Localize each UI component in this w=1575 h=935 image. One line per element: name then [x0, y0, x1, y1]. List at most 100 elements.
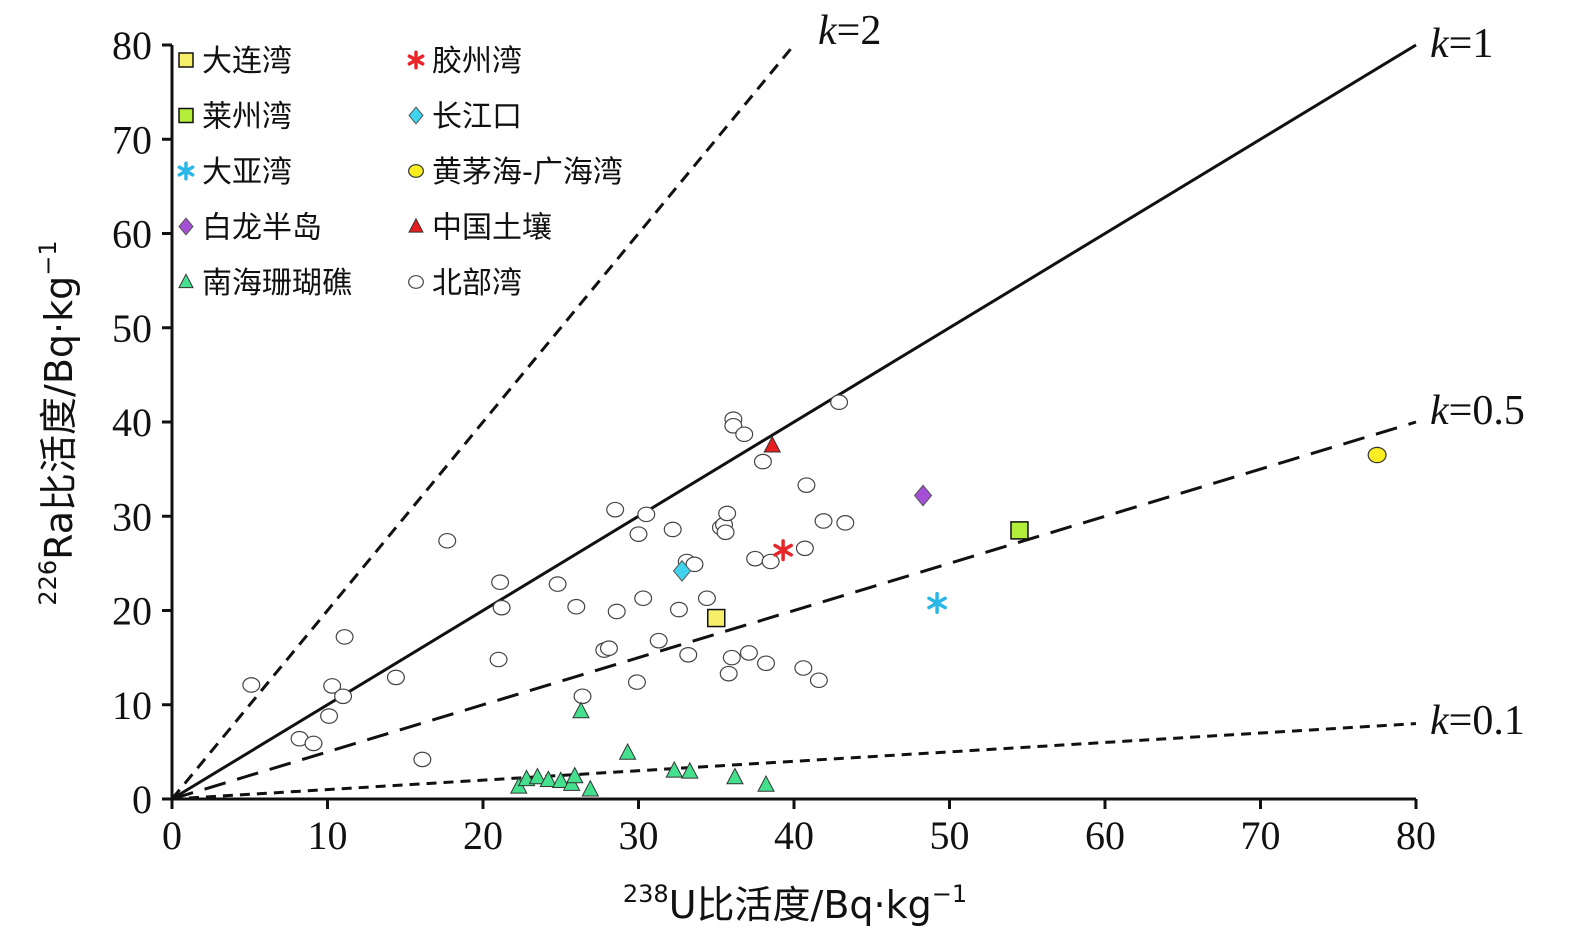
data-point [242, 677, 261, 693]
y-tick-label: 60 [112, 212, 152, 257]
data-point [323, 678, 342, 694]
data-point [679, 646, 698, 663]
reference-line-k-2 [170, 44, 796, 800]
data-point [669, 601, 688, 618]
data-point [735, 426, 754, 443]
k-symbol: k [818, 8, 838, 54]
legend-label: 白龙半岛 [202, 211, 322, 246]
y-tick-label: 10 [112, 683, 152, 728]
x-tick-label: 10 [308, 813, 348, 858]
legend-label: 大亚湾 [202, 155, 292, 190]
data-point [739, 645, 758, 661]
data-point [707, 608, 726, 628]
legend-item: 白龙半岛 [178, 211, 322, 246]
legend-marker [178, 217, 194, 236]
y-axis-title: 226Ra比活度/Bq·kg−1 [34, 240, 81, 605]
legend-label: 莱州湾 [202, 100, 292, 135]
y-tick-label: 70 [112, 117, 152, 162]
data-point [572, 701, 590, 719]
y-axis-ticks: 0 10 20 30 40 50 60 70 80 [112, 23, 172, 822]
legend-marker [408, 106, 424, 125]
y-axis-title-sup: 226 [34, 560, 62, 606]
legend-marker [178, 273, 194, 289]
data-point [1010, 521, 1029, 540]
legend-marker [178, 107, 194, 124]
asterisk-stroke [407, 54, 425, 66]
x-axis-title-sup: 238 [623, 880, 669, 908]
k-symbol: k [1430, 388, 1450, 434]
data-point [627, 674, 646, 690]
data-point [528, 767, 547, 785]
data-point [320, 708, 339, 724]
data-point [618, 742, 637, 760]
legend-item: 胶州湾 [407, 44, 522, 79]
data-point [746, 550, 765, 567]
data-point [573, 688, 592, 705]
data-point [797, 477, 816, 493]
data-point [1367, 446, 1387, 464]
reference-line-label-k-0-1: k=0.1 [1430, 698, 1525, 744]
legend-item: 长江口 [408, 100, 522, 135]
data-point [757, 774, 775, 792]
data-point [334, 688, 353, 705]
data-point [718, 505, 737, 522]
data-point [663, 521, 682, 538]
y-tick-label: 50 [112, 306, 152, 351]
data-point [726, 767, 744, 785]
legend-marker [408, 275, 424, 289]
x-tick-label: 60 [1085, 813, 1125, 858]
data-point [637, 506, 656, 523]
data-point [492, 599, 511, 616]
data-point [304, 735, 323, 752]
legend-item: 黄茅海-广海湾 [408, 155, 623, 190]
data-point [551, 771, 570, 788]
reference-line-k-1 [171, 43, 1417, 801]
x-axis-title-main: U比活度/Bq·kg [669, 883, 932, 927]
data-point [753, 453, 772, 470]
data-point [489, 651, 508, 668]
data-point [581, 779, 600, 797]
x-tick-label: 30 [619, 813, 659, 858]
data-point [607, 603, 626, 620]
x-tick-label: 70 [1241, 813, 1281, 858]
asterisk-stroke [177, 165, 195, 177]
data-point [913, 484, 933, 507]
k-symbol: k [1430, 698, 1450, 744]
k-value: =1 [1449, 21, 1494, 67]
data-point [697, 590, 716, 607]
data-point [599, 640, 618, 656]
x-tick-label: 50 [930, 813, 970, 858]
x-tick-label: 40 [774, 813, 814, 858]
legend-label: 南海珊瑚礁 [202, 266, 352, 301]
data-point [548, 576, 567, 592]
reference-line-label-k-0-5: k=0.5 [1430, 388, 1525, 434]
legend-marker [407, 50, 425, 70]
reference-line-label-k-1: k=1 [1430, 21, 1493, 67]
legend-marker [408, 164, 424, 178]
legend-label: 长江口 [432, 100, 522, 135]
data-point [665, 760, 684, 778]
data-point [567, 598, 586, 615]
data-point [685, 556, 704, 573]
y-axis-title-unit-sup: −1 [34, 240, 62, 275]
k-value: =0.5 [1449, 388, 1525, 434]
x-tick-label: 80 [1396, 813, 1436, 858]
data-point [335, 629, 354, 645]
reference-lines: k=2 k=1k=0.5k=0.1 [170, 8, 1525, 801]
data-point [830, 394, 849, 411]
legend-marker [408, 217, 424, 233]
x-tick-label: 20 [463, 813, 503, 858]
data-point [680, 761, 699, 779]
legend-label: 中国土壤 [432, 211, 552, 246]
data-point [386, 669, 405, 686]
y-tick-label: 0 [132, 777, 152, 822]
data-point [927, 591, 947, 615]
y-tick-label: 80 [112, 23, 152, 68]
data-point [649, 632, 668, 649]
data-point [795, 540, 814, 557]
asterisk-stroke [773, 543, 793, 557]
x-tick-label: 0 [162, 813, 182, 858]
data-point [836, 515, 855, 531]
